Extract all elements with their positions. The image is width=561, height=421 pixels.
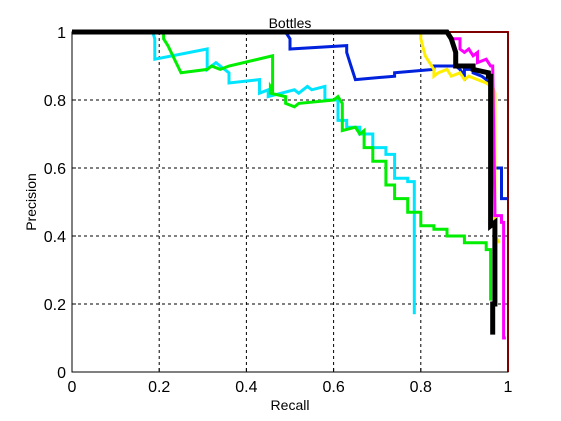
series-line-5 bbox=[72, 31, 509, 372]
y-tick-label-4: 0.8 bbox=[44, 93, 66, 110]
series-line-6 bbox=[72, 29, 498, 335]
x-tick-label-4: 0.8 bbox=[410, 379, 432, 396]
y-tick-label-0: 0 bbox=[57, 365, 66, 382]
x-tick-label-2: 0.4 bbox=[235, 379, 257, 396]
y-tick-label-3: 0.6 bbox=[44, 161, 66, 178]
y-tick-label-2: 0.4 bbox=[44, 229, 66, 246]
y-tick-label-1: 0.2 bbox=[44, 297, 66, 314]
x-tick-label-0: 0 bbox=[68, 379, 77, 396]
x-axis-label: Recall bbox=[271, 397, 310, 413]
series-line-1 bbox=[72, 30, 493, 301]
series-line-3 bbox=[72, 30, 501, 244]
series-line-4 bbox=[72, 30, 506, 340]
grid-lines bbox=[72, 32, 508, 372]
series-line-0 bbox=[72, 30, 416, 315]
series-line-2 bbox=[89, 30, 508, 201]
chart-title: Bottles bbox=[269, 15, 312, 31]
y-axis-label: Precision bbox=[23, 173, 39, 231]
y-tick-label-5: 1 bbox=[57, 25, 66, 42]
series-lines bbox=[72, 29, 509, 372]
x-tick-labels: 0 0.2 0.4 0.6 0.8 1 bbox=[68, 368, 513, 396]
y-tick-labels: 0 0.2 0.4 0.6 0.8 1 bbox=[44, 25, 76, 382]
x-tick-label-1: 0.2 bbox=[148, 379, 170, 396]
x-tick-label-5: 1 bbox=[504, 379, 513, 396]
x-tick-label-3: 0.6 bbox=[322, 379, 344, 396]
plot-frame bbox=[71, 31, 509, 373]
